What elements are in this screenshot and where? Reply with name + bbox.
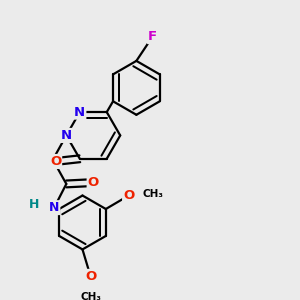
Text: O: O [50, 155, 61, 168]
Text: N: N [74, 106, 85, 118]
Text: O: O [85, 270, 96, 283]
Text: CH₃: CH₃ [80, 292, 101, 300]
Text: F: F [148, 30, 157, 43]
Text: N: N [49, 201, 59, 214]
Text: O: O [123, 189, 134, 202]
Text: O: O [88, 176, 99, 189]
Text: N: N [61, 129, 72, 142]
Text: H: H [29, 199, 39, 212]
Text: CH₃: CH₃ [142, 189, 164, 199]
